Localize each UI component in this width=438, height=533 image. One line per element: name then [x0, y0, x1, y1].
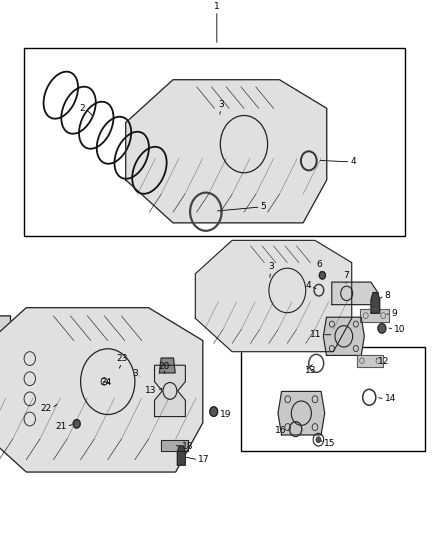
Text: 10: 10	[394, 325, 406, 334]
Circle shape	[316, 437, 321, 442]
Text: 20: 20	[159, 362, 170, 371]
Text: 14: 14	[385, 394, 396, 403]
Text: 17: 17	[198, 455, 210, 464]
Text: 4: 4	[350, 157, 356, 166]
Polygon shape	[357, 355, 383, 367]
Circle shape	[210, 407, 218, 416]
Text: 3: 3	[133, 369, 138, 378]
Text: 4: 4	[305, 281, 311, 290]
Text: 13: 13	[145, 386, 157, 395]
Polygon shape	[155, 365, 185, 417]
Text: 3: 3	[218, 100, 224, 109]
Text: 24: 24	[100, 378, 112, 387]
Polygon shape	[278, 391, 325, 435]
Polygon shape	[323, 317, 364, 356]
Polygon shape	[126, 80, 327, 223]
Text: 8: 8	[385, 291, 390, 300]
Text: 12: 12	[378, 357, 389, 366]
Text: 19: 19	[220, 410, 231, 419]
Text: 21: 21	[55, 422, 67, 431]
Circle shape	[378, 324, 386, 333]
Text: 3: 3	[268, 262, 274, 271]
Text: 5: 5	[261, 203, 266, 212]
Circle shape	[319, 272, 325, 279]
Text: 2: 2	[80, 104, 85, 114]
Circle shape	[73, 419, 80, 428]
Bar	[241, 348, 425, 451]
Text: 13: 13	[305, 366, 316, 375]
Text: 23: 23	[116, 354, 127, 363]
Polygon shape	[332, 282, 378, 305]
Text: 22: 22	[40, 404, 52, 413]
Polygon shape	[195, 240, 352, 352]
Text: 9: 9	[391, 309, 397, 318]
Polygon shape	[159, 358, 175, 373]
Text: 6: 6	[317, 260, 323, 269]
Text: 16: 16	[275, 426, 286, 434]
Polygon shape	[0, 308, 203, 472]
Polygon shape	[0, 316, 11, 464]
Text: 18: 18	[182, 441, 193, 450]
Bar	[24, 48, 405, 236]
Text: 15: 15	[324, 439, 336, 448]
Text: 7: 7	[343, 271, 349, 280]
Polygon shape	[371, 293, 380, 313]
Polygon shape	[177, 446, 185, 465]
Text: 1: 1	[214, 2, 220, 11]
Polygon shape	[161, 440, 188, 451]
Polygon shape	[360, 309, 389, 322]
Text: 11: 11	[311, 330, 322, 339]
